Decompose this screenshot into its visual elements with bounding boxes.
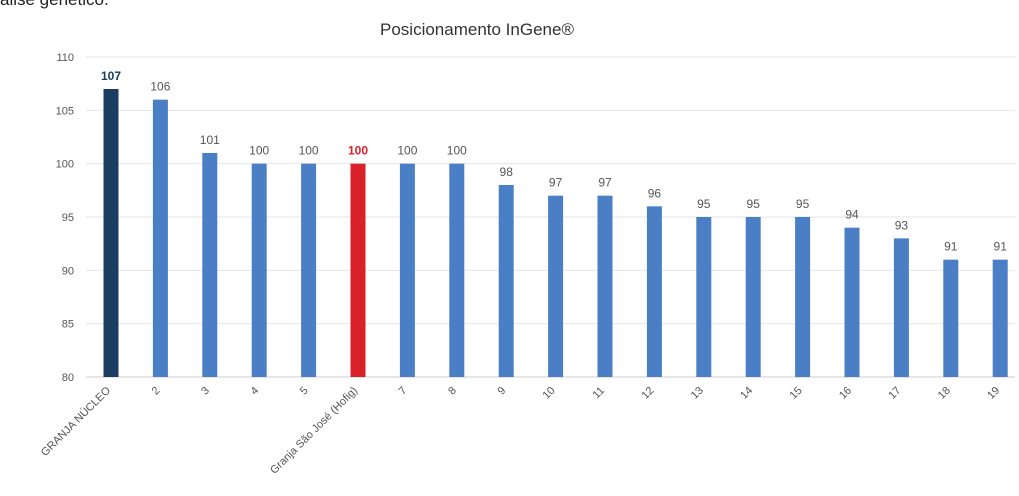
data-label: 100 xyxy=(397,144,417,158)
x-tick-label: 16 xyxy=(837,385,854,402)
chart-title: Posicionamento InGene® xyxy=(380,20,574,39)
data-label: 93 xyxy=(895,218,909,232)
bar xyxy=(597,195,613,377)
y-tick-label: 90 xyxy=(62,265,74,277)
data-labels: 107 106 101 100 100 100 100 100 98 97 97 96 95 95 95 94… xyxy=(101,69,1007,254)
y-tick-label: 110 xyxy=(56,52,74,64)
bar xyxy=(696,217,712,377)
bar xyxy=(498,185,514,377)
data-label: 101 xyxy=(200,133,220,147)
bar xyxy=(202,153,218,377)
bar xyxy=(152,99,168,378)
data-label: 97 xyxy=(598,176,612,190)
data-label: 91 xyxy=(994,240,1008,254)
data-label: 95 xyxy=(747,197,761,211)
y-tick-label: 85 xyxy=(62,319,74,331)
x-tick-label: 18 xyxy=(936,385,953,402)
data-label: 100 xyxy=(249,144,269,158)
data-label: 97 xyxy=(549,176,563,190)
x-tick-label: 4 xyxy=(249,385,262,398)
data-label: 100 xyxy=(348,144,368,158)
x-tick-label: 17 xyxy=(886,385,903,402)
x-tick-label: 15 xyxy=(788,385,805,402)
bar xyxy=(844,227,860,377)
y-tick-label: 100 xyxy=(56,159,74,171)
x-tick-label: 13 xyxy=(689,385,706,402)
data-label: 106 xyxy=(150,80,170,94)
x-tick-label: Granja São José (Hofig) xyxy=(268,385,360,477)
y-axis-ticks: 80 85 90 95 100 105 110 xyxy=(56,52,74,384)
x-tick-label: 19 xyxy=(985,385,1002,402)
x-tick-label: 2 xyxy=(150,385,163,398)
x-tick-label: 10 xyxy=(541,385,558,402)
bar xyxy=(103,89,119,377)
x-tick-label: 7 xyxy=(397,385,410,398)
y-tick-label: 105 xyxy=(56,105,74,117)
x-tick-label: 11 xyxy=(591,385,608,402)
data-label: 95 xyxy=(697,197,711,211)
data-label: 95 xyxy=(796,197,810,211)
y-tick-label: 95 xyxy=(62,212,74,224)
data-label: 100 xyxy=(447,144,467,158)
data-label: 96 xyxy=(648,186,662,200)
x-tick-label: 5 xyxy=(298,385,311,398)
data-label: 98 xyxy=(500,165,514,179)
bar xyxy=(893,238,909,377)
cropped-caption: álise genético. xyxy=(0,0,109,10)
x-tick-label: 14 xyxy=(738,385,755,402)
data-label: 107 xyxy=(101,69,121,83)
bar xyxy=(449,163,465,377)
bar xyxy=(745,217,761,377)
bars xyxy=(103,89,1008,378)
bar xyxy=(548,195,564,377)
bar xyxy=(301,163,317,377)
bar xyxy=(399,163,415,377)
x-tick-label: 9 xyxy=(496,385,509,398)
bar xyxy=(646,206,662,377)
bar xyxy=(251,163,267,377)
data-label: 91 xyxy=(944,240,958,254)
bar xyxy=(350,163,366,377)
y-tick-label: 80 xyxy=(62,372,74,384)
x-tick-label: 3 xyxy=(199,385,212,398)
x-tick-label: 12 xyxy=(639,385,656,402)
bar xyxy=(992,259,1008,377)
data-label: 94 xyxy=(845,208,859,222)
x-tick-label: 8 xyxy=(446,385,459,398)
data-label: 100 xyxy=(299,144,319,158)
bar xyxy=(943,259,959,377)
x-tick-label: GRANJA NÚCLEO xyxy=(38,384,113,459)
bar xyxy=(795,217,811,377)
